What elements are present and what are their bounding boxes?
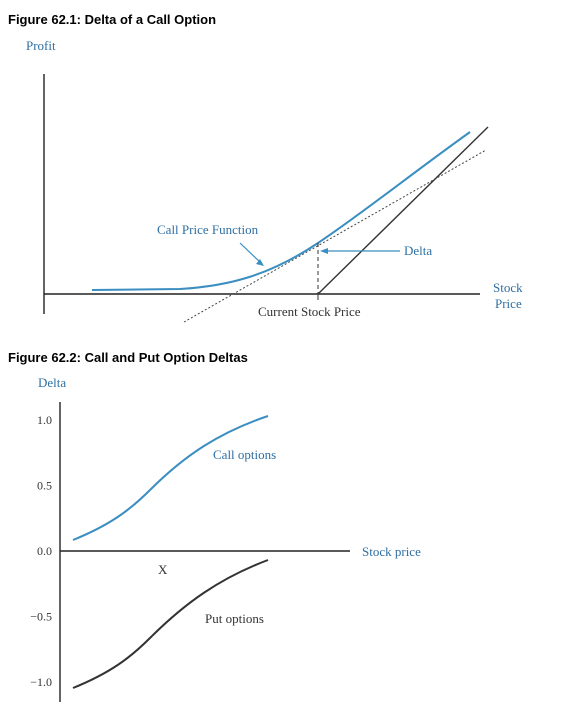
fig1-x-axis-label-line1: Stock [493, 280, 523, 295]
figure-1-title: Figure 62.1: Delta of a Call Option [8, 12, 217, 27]
fig2-y-axis-label: Delta [38, 375, 66, 390]
figure-1-chart: Profit Stock Price Delta Call Price Func… [26, 38, 523, 323]
fig1-call-price-arrow [239, 242, 263, 265]
fig2-x-axis-label: Stock price [362, 544, 421, 559]
fig1-delta-label: Delta [404, 243, 432, 258]
fig1-x-axis-label-line2: Price [495, 296, 522, 311]
fig2-strike-label: X [158, 562, 168, 577]
fig2-call-label: Call options [213, 447, 276, 462]
fig2-put-label: Put options [205, 611, 264, 626]
fig2-y-tick-label: 1.0 [37, 413, 52, 427]
fig1-current-price-label: Current Stock Price [258, 304, 361, 319]
fig1-delta-arrowhead [320, 248, 328, 254]
fig2-put-curve [72, 559, 269, 689]
fig2-y-tick-label: 0.5 [37, 479, 52, 493]
fig2-call-curve [72, 415, 269, 541]
fig2-y-tick-label: 0.0 [37, 544, 52, 558]
fig2-y-tick-label: −1.0 [30, 675, 52, 689]
fig1-call-price-curve [91, 131, 471, 291]
figure-2-title: Figure 62.2: Call and Put Option Deltas [8, 350, 248, 365]
fig1-call-price-arrowhead [256, 259, 264, 266]
fig1-intrinsic-line [317, 126, 489, 295]
figure-2-chart: Delta Stock price 1.0 0.5 0.0 −0.5 −1.0 X Ca… [30, 375, 421, 702]
fig1-y-axis-label: Profit [26, 38, 56, 53]
fig2-y-tick-label: −0.5 [30, 610, 52, 624]
fig1-call-price-label: Call Price Function [157, 222, 259, 237]
